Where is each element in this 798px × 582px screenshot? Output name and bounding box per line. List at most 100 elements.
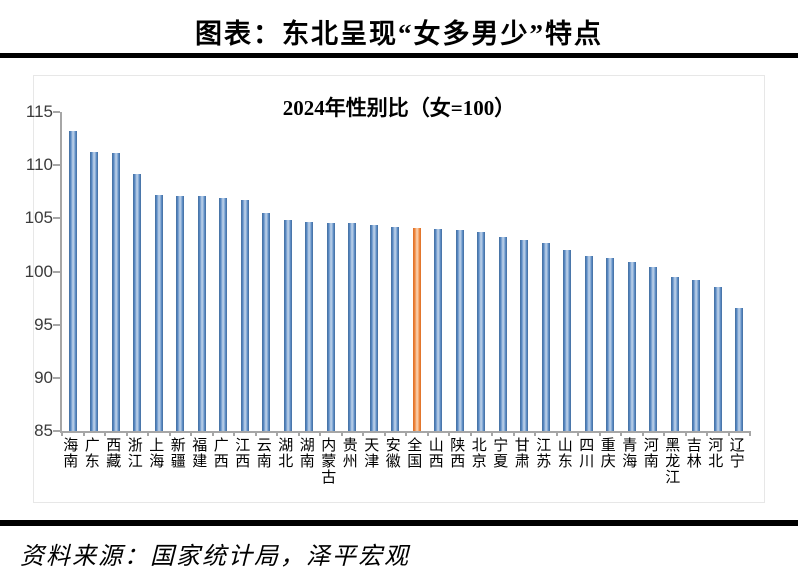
bar-广西	[219, 198, 228, 431]
y-axis-label: 115	[25, 102, 53, 121]
category-label-四川: 四川	[579, 438, 595, 470]
category-label-宁夏: 宁夏	[493, 438, 509, 470]
bar-上海	[154, 194, 163, 431]
category-label-天津: 天津	[364, 438, 380, 470]
bar-湖北	[283, 220, 292, 431]
y-axis-label: 110	[25, 155, 53, 175]
x-axis-tick	[405, 431, 407, 436]
bar-江苏	[541, 242, 550, 431]
y-axis-label: 90	[34, 367, 53, 387]
x-axis-tick	[383, 431, 386, 436]
x-axis-tick	[297, 431, 300, 436]
x-axis-tick	[469, 431, 472, 436]
bar-highlight-全国	[412, 227, 421, 431]
bar-内蒙古	[326, 222, 335, 431]
page-title: 图表：东北呈现“女多男少”特点	[195, 19, 603, 49]
x-axis-tick	[211, 431, 214, 436]
category-label-广西: 广西	[213, 438, 229, 470]
bar-新疆	[176, 196, 185, 431]
plot-area	[53, 111, 751, 436]
bar-北京	[477, 232, 486, 431]
bar-青海	[627, 261, 636, 431]
x-axis-tick	[555, 431, 558, 436]
bar-河北	[713, 287, 722, 431]
bar-广东	[90, 152, 99, 431]
x-axis-tick	[168, 431, 171, 436]
category-label-山东: 山东	[557, 438, 573, 470]
bar-天津	[369, 224, 378, 431]
category-label-甘肃: 甘肃	[514, 438, 530, 470]
category-label-湖南: 湖南	[299, 438, 315, 470]
bar-湖南	[305, 221, 314, 431]
bar-吉林	[692, 280, 701, 431]
category-label-安徽: 安徽	[385, 438, 401, 470]
x-axis-tick	[448, 431, 450, 436]
chart-title: 2024年性别比（女=100）	[282, 96, 516, 120]
category-label-河南: 河南	[643, 438, 659, 470]
bar-重庆	[606, 257, 615, 431]
x-axis-tick	[362, 431, 364, 436]
y-axis-label: 100	[24, 261, 53, 281]
x-axis-tick	[684, 431, 687, 436]
category-label-青海: 青海	[622, 438, 638, 470]
y-axis-label: 95	[34, 314, 53, 334]
bar-河南	[649, 267, 658, 431]
bar-山东	[563, 250, 572, 431]
y-axis-tick	[53, 217, 60, 220]
y-axis-label: 85	[34, 421, 53, 440]
x-axis-tick	[706, 431, 708, 436]
x-axis-tick	[125, 431, 128, 436]
x-axis-tick	[147, 431, 149, 436]
category-label-福建: 福建	[192, 438, 208, 470]
x-axis-tick	[340, 431, 343, 436]
category-label-重庆: 重庆	[600, 438, 616, 470]
y-axis-tick	[53, 164, 60, 167]
bar-辽宁	[735, 307, 744, 431]
bar-贵州	[348, 222, 357, 431]
category-label-江西: 江西	[235, 438, 251, 470]
x-axis-tick	[319, 431, 321, 436]
category-label-云南: 云南	[256, 438, 272, 470]
x-axis-tick	[426, 431, 429, 436]
bar-浙江	[133, 173, 142, 431]
category-label-吉林: 吉林	[686, 438, 702, 470]
category-label-内蒙古: 内蒙古	[321, 438, 337, 486]
x-axis-tick	[641, 431, 644, 436]
bar-海南	[68, 131, 77, 431]
x-axis-tick	[254, 431, 257, 436]
bar-福建	[197, 196, 206, 431]
category-label-陕西: 陕西	[450, 438, 466, 470]
bar-江西	[240, 200, 249, 431]
category-label-江苏: 江苏	[536, 438, 552, 470]
y-axis-tick	[53, 111, 60, 113]
bar-宁夏	[498, 237, 507, 431]
x-axis-tick	[620, 431, 622, 436]
x-axis-tick	[190, 431, 192, 436]
top-divider	[0, 53, 798, 58]
bar-陕西	[455, 230, 464, 431]
y-axis-tick	[53, 323, 60, 326]
x-axis-tick	[491, 431, 493, 436]
bottom-divider	[0, 520, 798, 526]
y-axis-tick	[53, 430, 60, 432]
x-axis-tick	[104, 431, 106, 436]
x-axis-tick	[82, 431, 85, 436]
y-axis-label: 105	[24, 208, 53, 228]
category-label-山西: 山西	[428, 438, 444, 470]
bar-四川	[584, 255, 593, 431]
category-label-西藏: 西藏	[106, 438, 122, 470]
bar-甘肃	[520, 239, 529, 431]
category-label-北京: 北京	[471, 438, 487, 470]
bar-云南	[262, 213, 271, 431]
x-axis-tick	[61, 431, 63, 436]
chart-panel: 2024年性别比（女=100） 海南 广东 西藏 浙江 上海 新疆 福建 广西 江西 云南 湖北 湖南…	[25, 75, 765, 503]
category-label-贵州: 贵州	[342, 438, 358, 470]
category-label-河北: 河北	[708, 438, 724, 470]
bar-山西	[434, 228, 443, 431]
category-label-海南: 海南	[63, 438, 79, 470]
category-label-上海: 上海	[149, 438, 165, 470]
x-axis-tick	[534, 431, 536, 436]
x-axis-tick	[727, 431, 730, 436]
x-axis-tick	[577, 431, 579, 436]
category-label-广东: 广东	[84, 438, 100, 470]
